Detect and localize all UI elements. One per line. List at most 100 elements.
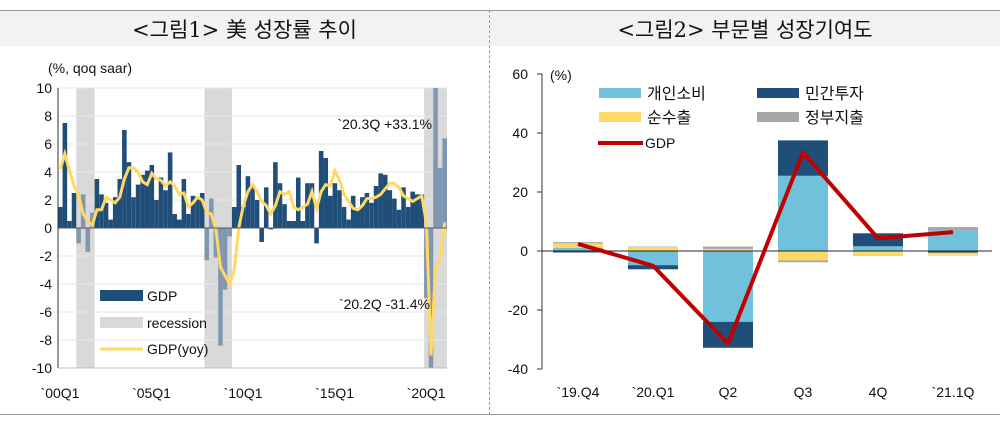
gdp-bar [140, 174, 145, 228]
gdp-bar [176, 219, 182, 228]
stacked-bar-segment [553, 247, 603, 251]
gdp-bar [309, 183, 315, 228]
gdp-bar [131, 197, 136, 228]
gdp-bar [231, 207, 237, 228]
stacked-bar-segment [928, 227, 978, 231]
gdp-bar [337, 190, 342, 228]
y-tick-label: 0 [520, 243, 528, 259]
stacked-bar-segment [778, 260, 828, 263]
gdp-bar [328, 195, 333, 228]
y-tick-label: 20 [512, 184, 528, 200]
gdp-bar [172, 214, 177, 228]
y-tick-label: 0 [44, 220, 52, 236]
gdp-bar [62, 123, 68, 228]
stacked-bar-segment [928, 230, 978, 251]
figure1-title: <그림1> 美 성장률 추이 [0, 10, 489, 46]
gdp-bar [414, 194, 420, 228]
gdp-bar [190, 195, 196, 228]
legend-label: 정부지출 [805, 109, 864, 127]
gdp-bar [378, 173, 383, 228]
gdp-bar [108, 219, 113, 228]
y-tick-label: 40 [512, 125, 528, 141]
gdp-bar [218, 228, 223, 346]
gdp-bar [396, 209, 402, 228]
gdp-bar [346, 219, 351, 228]
x-tick-label: 4Q [869, 384, 888, 400]
gdp-bar [419, 194, 425, 228]
gdp-growth-chart: 10 8 6 4 2 0 -2 -4 -6 -8 -10 `00Q1 `05Q1 `10Q1 `15Q1 `2… [32, 60, 447, 401]
legend-swatch [599, 112, 641, 122]
x-tick-label: `21.1Q [932, 384, 975, 400]
gdp-bar [85, 228, 91, 252]
legend-recession-swatch [100, 317, 143, 328]
x-tick-label: `10Q1 [224, 385, 263, 401]
gdp-bar [286, 221, 292, 228]
unit-label: (%) [550, 67, 572, 83]
y-tick-label: -4 [40, 276, 53, 292]
gdp-bar [103, 202, 109, 228]
gdp-bar [112, 197, 118, 228]
stacked-bar-segment [628, 246, 678, 248]
gdp-bar [428, 228, 434, 368]
gdp-bar [392, 198, 397, 228]
gdp-bar [277, 183, 283, 228]
unit-label: (%, qoq saar) [48, 60, 132, 76]
gdp-bar [149, 165, 155, 228]
gdp-bar [373, 186, 379, 228]
gdp-bar [295, 177, 301, 228]
gdp-bar [199, 193, 205, 228]
annotation-q2: `20.2Q -31.4% [339, 296, 430, 312]
stacked-bar-segment [628, 247, 678, 251]
gdp-bar [135, 184, 141, 228]
stacked-bar-segment [553, 251, 603, 253]
stacked-bar-segment [853, 246, 903, 251]
gdp-bar [163, 190, 168, 228]
y-tick-label: -40 [508, 361, 528, 377]
stacked-bar-segment [853, 251, 903, 256]
x-tick-label: `00Q1 [41, 385, 80, 401]
gdp-bar [94, 179, 100, 228]
stacked-bar-segment [703, 246, 753, 249]
gdp-bar [71, 193, 77, 228]
legend-gdp-label: GDP [147, 288, 177, 304]
gdp-bar [76, 228, 81, 244]
gdp-bar [282, 204, 287, 228]
gdp-bar [181, 179, 187, 228]
bottom-border [0, 414, 1000, 415]
gdp-bar [117, 179, 123, 228]
legend-recession-label: recession [147, 315, 207, 331]
gdp-bar [58, 207, 63, 228]
gdp-bar [442, 138, 447, 228]
gdp-bar [323, 158, 329, 228]
gdp-bar [67, 221, 72, 228]
gdp-bar [154, 200, 159, 228]
y-tick-label: 6 [44, 136, 52, 152]
gdp-bar [410, 191, 415, 228]
gdp-bar [144, 170, 150, 228]
y-tick-label: -6 [40, 304, 53, 320]
gdp-bar [259, 228, 264, 242]
gdp-bar [350, 195, 356, 228]
x-tick-label: `15Q1 [315, 385, 354, 401]
gdp-bar [241, 207, 246, 228]
annotation-q3: `20.3Q +33.1% [337, 116, 432, 132]
y-tick-label: -10 [32, 360, 52, 376]
legend-gdp-swatch [100, 290, 143, 301]
x-tick-label: `20Q1 [407, 385, 446, 401]
stacked-bar-segment [928, 251, 978, 253]
gdp-bar [250, 186, 255, 228]
y-tick-label: 4 [44, 164, 52, 180]
y-tick-label: -2 [40, 248, 53, 264]
gdp-yoy-line [58, 148, 447, 356]
x-tick-label: Q3 [794, 384, 813, 400]
gdp-bar [273, 162, 278, 228]
gdp-line [577, 150, 954, 346]
gdp-bar [355, 209, 361, 228]
y-tick-label: 8 [44, 108, 52, 124]
gdp-bar [222, 228, 228, 290]
gdp-bar [158, 177, 164, 228]
stacked-bar-segment [928, 252, 978, 256]
stacked-bar-segment [703, 248, 753, 251]
x-tick-label: `05Q1 [132, 385, 171, 401]
